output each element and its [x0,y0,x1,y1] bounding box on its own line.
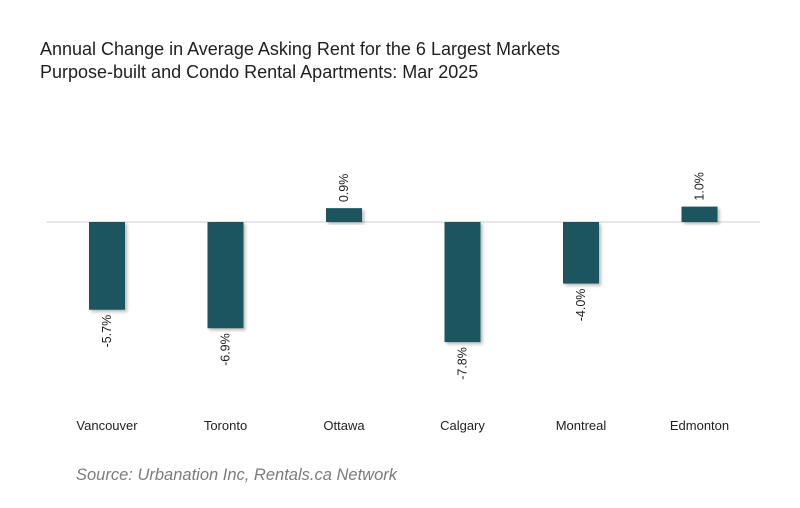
category-label-vancouver: Vancouver [76,418,138,433]
chart-title: Annual Change in Average Asking Rent for… [40,39,560,59]
category-label-calgary: Calgary [440,418,485,433]
bar-toronto [207,222,244,329]
data-label-edmonton: 1.0% [693,172,707,201]
bar-ottawa [326,208,362,222]
data-label-calgary: -7.8% [456,347,470,380]
bar-montreal [563,222,599,284]
data-label-ottawa: 0.9% [337,174,351,203]
bar-calgary [444,222,481,343]
chart-title-block: Annual Change in Average Asking Rent for… [40,38,560,84]
chart-subtitle: Purpose-built and Condo Rental Apartment… [40,62,479,82]
source-note: Source: Urbanation Inc, Rentals.ca Netwo… [76,466,397,484]
data-label-montreal: -4.0% [574,289,588,322]
bar-edmonton [681,206,718,222]
category-label-ottawa: Ottawa [323,418,365,433]
category-label-montreal: Montreal [556,418,607,433]
data-label-vancouver: -5.7% [100,315,114,348]
category-label-toronto: Toronto [204,418,247,433]
category-label-edmonton: Edmonton [670,418,729,433]
data-label-toronto: -6.9% [219,333,233,366]
bar-vancouver [89,222,125,310]
